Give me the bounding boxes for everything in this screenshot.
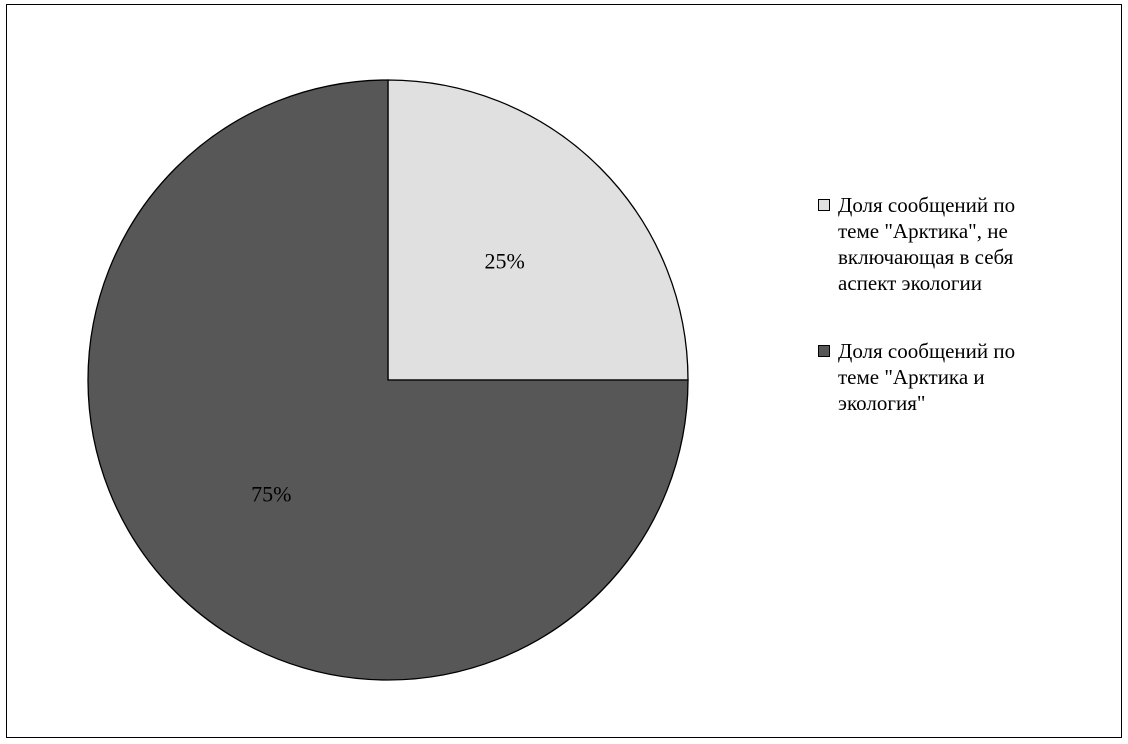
pie-slice-1 (387, 79, 689, 381)
legend-label: Доля сообщений по теме "Арктика и эколог… (838, 339, 1016, 415)
legend-swatch-light (818, 199, 830, 211)
legend-label: Доля сообщений по теме "Арктика", не вкл… (838, 193, 1016, 295)
slice-data-label-2: 75% (251, 482, 291, 507)
legend: Доля сообщений по теме "Арктика", не вкл… (818, 192, 1108, 458)
legend-item-arctic-non-ecology: Доля сообщений по теме "Арктика", не вкл… (818, 192, 1108, 296)
legend-item-arctic-ecology: Доля сообщений по теме "Арктика и эколог… (818, 338, 1108, 416)
legend-swatch-dark (818, 345, 830, 357)
pie-slice-2 (87, 79, 689, 681)
slice-data-label-1: 25% (485, 248, 525, 273)
